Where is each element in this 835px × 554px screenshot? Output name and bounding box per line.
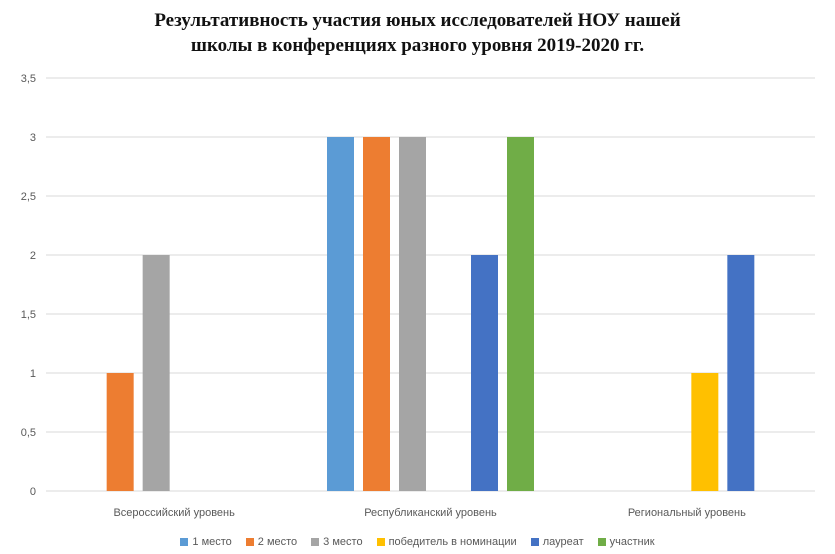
- legend: 1 место 2 место 3 место победитель в номина…: [0, 536, 835, 548]
- bar: [363, 137, 390, 491]
- legend-label: победитель в номинации: [388, 536, 517, 548]
- legend-swatch: [180, 538, 189, 546]
- legend-swatch: [311, 538, 320, 546]
- bar: [507, 137, 534, 491]
- x-category-label: Всероссийский уровень: [113, 507, 235, 519]
- bar: [471, 255, 498, 491]
- chart-title: Результативность участия юных исследоват…: [0, 8, 835, 58]
- legend-entry: победитель в номинации: [376, 536, 517, 548]
- y-tick-label: 1: [30, 368, 36, 380]
- legend-label: 2 место: [257, 536, 298, 548]
- x-category-label: Региональный уровень: [628, 507, 746, 519]
- legend-entry: лауреат: [530, 536, 584, 548]
- legend-entry: 1 место: [180, 536, 232, 548]
- legend-swatch: [376, 538, 385, 546]
- legend-label: участник: [609, 536, 655, 548]
- y-tick-label: 2: [30, 250, 36, 262]
- chart-title-line-1: Результативность участия юных исследоват…: [154, 10, 681, 31]
- bar: [399, 137, 426, 491]
- y-tick-label: 2,5: [21, 191, 36, 203]
- y-tick-label: 0,5: [21, 427, 36, 439]
- bar: [327, 137, 354, 491]
- y-tick-label: 1,5: [21, 309, 36, 321]
- legend-swatch: [530, 538, 539, 546]
- bar: [142, 255, 170, 491]
- x-category-label: Республиканский уровень: [364, 507, 497, 519]
- y-tick-label: 3: [30, 132, 36, 144]
- y-tick-label: 3,5: [21, 73, 36, 85]
- bar: [691, 373, 719, 491]
- bar: [727, 255, 755, 491]
- legend-entry: 2 место: [245, 536, 298, 548]
- legend-swatch: [245, 538, 254, 546]
- legend-label: 3 место: [323, 536, 363, 548]
- legend-label: лауреат: [542, 536, 584, 548]
- legend-swatch: [597, 538, 606, 546]
- bar: [106, 373, 134, 491]
- y-tick-label: 0: [30, 486, 36, 498]
- legend-entry: участник: [597, 536, 655, 548]
- legend-entry: 3 место: [311, 536, 363, 548]
- legend-label: 1 место: [192, 536, 232, 548]
- chart-title-line-2: школы в конференциях разного уровня 2019…: [190, 35, 645, 56]
